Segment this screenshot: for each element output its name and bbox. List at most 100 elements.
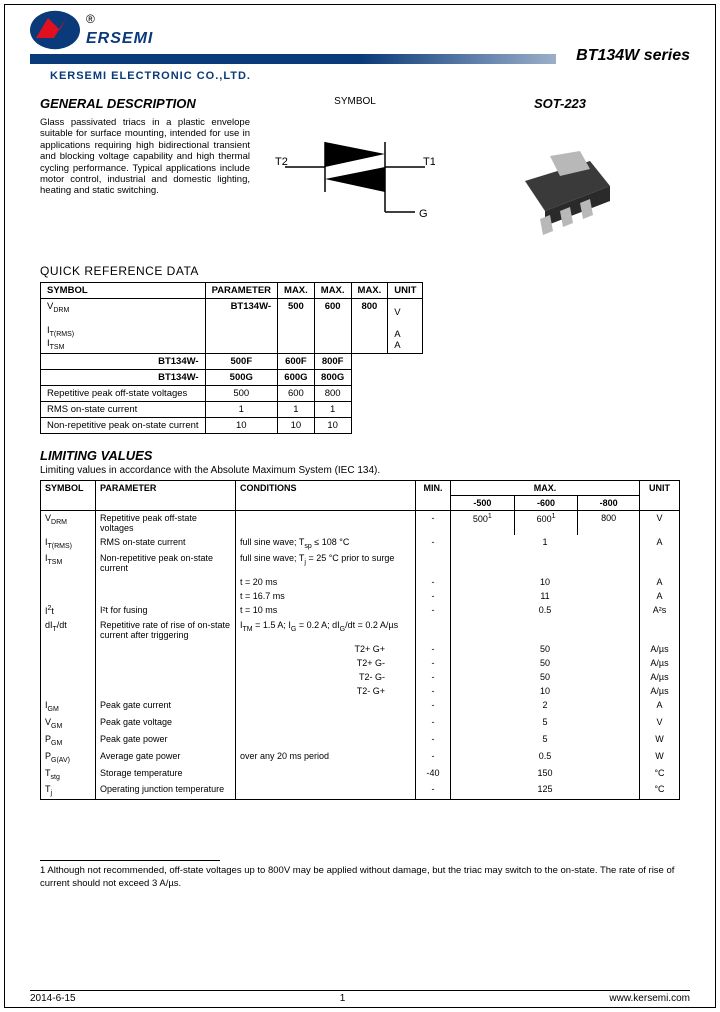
cond-cell: T2- G+: [236, 684, 416, 698]
max-cell: 10: [451, 575, 640, 589]
max-cell: 6001: [514, 510, 578, 535]
table-row: RMS on-state current111: [41, 401, 423, 417]
max-cell: 50: [451, 642, 640, 656]
cell: 1: [314, 401, 351, 417]
cond-cell: [236, 732, 416, 749]
unit-cell: A: [640, 575, 680, 589]
registered-mark: ®: [86, 12, 95, 26]
sym-itrms: IT(RMS): [47, 325, 74, 336]
param-cell: Peak gate current: [96, 698, 236, 715]
min-cell: -: [416, 589, 451, 603]
quick-reference-heading: QUICK REFERENCE DATA: [40, 264, 690, 278]
svg-text:T2: T2: [275, 156, 288, 168]
brand-text: ERSEMI: [86, 30, 153, 47]
cond-cell: [236, 782, 416, 799]
unit-cell: A: [640, 535, 680, 552]
table-row: t = 20 ms-10A: [41, 575, 680, 589]
cell: 600: [314, 299, 351, 354]
table-row: T2- G+-10A/µs: [41, 684, 680, 698]
col-max: MAX.: [451, 480, 640, 495]
cond-cell: [236, 715, 416, 732]
subcol: -800: [578, 495, 640, 510]
table-header-row: SYMBOL PARAMETER MAX. MAX. MAX. UNIT: [41, 283, 423, 299]
param-cell: [96, 656, 236, 670]
part-label: BT134W-: [41, 353, 206, 369]
min-cell: -: [416, 782, 451, 799]
svg-text:T1: T1: [423, 156, 435, 168]
sym-cell: PG(AV): [41, 749, 96, 766]
max-cell: [451, 551, 640, 575]
unit-cell: W: [640, 749, 680, 766]
cond-cell: t = 10 ms: [236, 603, 416, 618]
unit-cell: [640, 618, 680, 642]
param-cell: [96, 684, 236, 698]
param-cell: [96, 642, 236, 656]
triac-symbol-icon: T2 T1 G: [275, 117, 435, 237]
cell: 800F: [314, 353, 351, 369]
min-cell: -: [416, 684, 451, 698]
max-cell: 11: [451, 589, 640, 603]
param-cell: Non-repetitive peak on-state current: [96, 551, 236, 575]
cell: 800: [351, 299, 388, 354]
min-cell: -: [416, 603, 451, 618]
param-cell: Repetitive peak off-state voltages: [96, 510, 236, 535]
unit: A: [394, 329, 400, 340]
table-row: T2- G--50A/µs: [41, 670, 680, 684]
max-cell: 10: [451, 684, 640, 698]
cell: 10: [278, 417, 315, 433]
col-max: MAX.: [278, 283, 315, 299]
col-parameter: PARAMETER: [96, 480, 236, 510]
min-cell: -: [416, 698, 451, 715]
cond-cell: t = 16.7 ms: [236, 589, 416, 603]
min-cell: -: [416, 732, 451, 749]
unit-cell: A/µs: [640, 656, 680, 670]
param-cell: [96, 575, 236, 589]
sym-cell: VGM: [41, 715, 96, 732]
cell: 600F: [278, 353, 315, 369]
min-cell: -: [416, 656, 451, 670]
limiting-values-subtitle: Limiting values in accordance with the A…: [40, 465, 690, 476]
table-row: PG(AV)Average gate powerover any 20 ms p…: [41, 749, 680, 766]
cell: 10: [314, 417, 351, 433]
footer-page: 1: [340, 993, 346, 1004]
footnote-text: 1 Although not recommended, off-state vo…: [40, 865, 680, 890]
top-section: GENERAL DESCRIPTION Glass passivated tri…: [40, 96, 690, 254]
col-max: MAX.: [351, 283, 388, 299]
sym-cell: [41, 589, 96, 603]
general-description-heading: GENERAL DESCRIPTION: [40, 96, 250, 111]
part-label: BT134W-: [205, 299, 277, 354]
footer-url: www.kersemi.com: [609, 993, 690, 1004]
cond-cell: T2- G-: [236, 670, 416, 684]
param-cell: Storage temperature: [96, 766, 236, 783]
sym-cell: Tstg: [41, 766, 96, 783]
col-min: MIN.: [416, 480, 451, 510]
part-label: BT134W-: [41, 369, 206, 385]
unit-cell: A/µs: [640, 684, 680, 698]
package-column: SOT-223: [460, 96, 660, 254]
min-cell: -: [416, 575, 451, 589]
sym-cell: dIT/dt: [41, 618, 96, 642]
unit-cell: V: [640, 715, 680, 732]
sym-cell: IT(RMS): [41, 535, 96, 552]
col-max: MAX.: [314, 283, 351, 299]
max-cell: 0.5: [451, 603, 640, 618]
cell: 500F: [205, 353, 277, 369]
param-cell: I²t for fusing: [96, 603, 236, 618]
max-cell: 125: [451, 782, 640, 799]
cond-cell: full sine wave; Tj = 25 °C prior to surg…: [236, 551, 416, 575]
quick-reference-table: SYMBOL PARAMETER MAX. MAX. MAX. UNIT VDR…: [40, 282, 423, 434]
table-row: PGMPeak gate power-5W: [41, 732, 680, 749]
table-row: ITSMNon-repetitive peak on-state current…: [41, 551, 680, 575]
svg-text:G: G: [419, 208, 428, 220]
min-cell: [416, 551, 451, 575]
max-cell: 5001: [451, 510, 515, 535]
sym-cell: PGM: [41, 732, 96, 749]
min-cell: -: [416, 535, 451, 552]
unit-cell: [640, 551, 680, 575]
table-row: t = 16.7 ms-11A: [41, 589, 680, 603]
unit-cell: A: [640, 589, 680, 603]
limiting-values-heading: LIMITING VALUES: [40, 448, 690, 463]
sym-cell: Tj: [41, 782, 96, 799]
min-cell: [416, 618, 451, 642]
table-row: VGMPeak gate voltage-5V: [41, 715, 680, 732]
